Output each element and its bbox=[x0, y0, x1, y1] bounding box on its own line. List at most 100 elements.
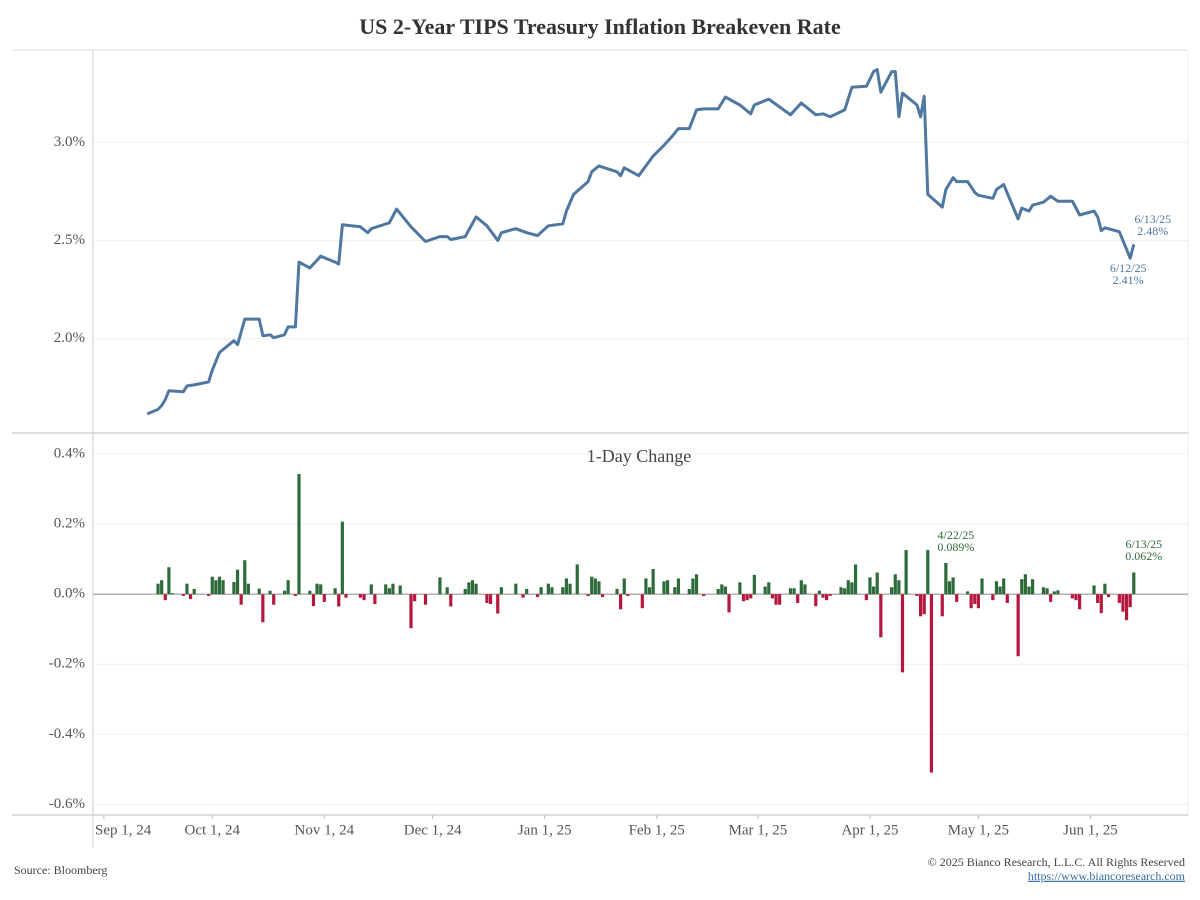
bar bbox=[940, 594, 944, 617]
bar bbox=[843, 588, 847, 595]
bar bbox=[1070, 594, 1074, 599]
bar bbox=[1077, 594, 1082, 610]
bar bbox=[853, 564, 858, 595]
bar bbox=[875, 572, 879, 595]
annotation-value: 0.089% bbox=[937, 540, 974, 554]
bar bbox=[1096, 594, 1100, 603]
bar bbox=[749, 594, 753, 599]
bar bbox=[496, 594, 500, 614]
bar bbox=[792, 588, 796, 595]
bar bbox=[745, 594, 749, 601]
bar bbox=[170, 593, 175, 595]
bar bbox=[828, 594, 832, 596]
bar bbox=[763, 586, 767, 595]
bar bbox=[741, 594, 746, 602]
bar bbox=[817, 590, 821, 595]
bar bbox=[293, 594, 297, 596]
bar bbox=[893, 574, 897, 595]
bar bbox=[163, 594, 167, 601]
bar bbox=[246, 583, 250, 595]
bar bbox=[192, 588, 196, 595]
y-tick-label: -0.4% bbox=[49, 726, 85, 742]
bar bbox=[398, 585, 402, 595]
annotation-date: 6/13/25 bbox=[1125, 537, 1162, 551]
bar bbox=[333, 588, 337, 595]
bar bbox=[474, 583, 478, 595]
bar bbox=[1002, 578, 1006, 595]
bar bbox=[488, 594, 493, 605]
bar bbox=[535, 594, 540, 598]
bar bbox=[998, 586, 1002, 595]
bar bbox=[687, 588, 691, 595]
bar bbox=[561, 587, 565, 595]
bar bbox=[344, 594, 348, 598]
bar bbox=[214, 580, 218, 595]
bar bbox=[1121, 594, 1125, 612]
bar bbox=[702, 594, 706, 596]
bar bbox=[821, 594, 825, 598]
y-tick-label: 0.0% bbox=[54, 586, 85, 602]
bar bbox=[297, 474, 301, 595]
bar bbox=[1052, 591, 1056, 595]
bar bbox=[521, 594, 525, 598]
bar bbox=[1056, 590, 1060, 595]
bar bbox=[774, 594, 778, 605]
bar bbox=[243, 560, 247, 595]
bar bbox=[362, 594, 366, 601]
url[interactable]: https://www.biancoresearch.com bbox=[1028, 869, 1186, 883]
bar bbox=[311, 594, 316, 607]
bar bbox=[257, 588, 261, 595]
bar bbox=[221, 580, 225, 595]
bar bbox=[550, 587, 554, 595]
chart-title: US 2-Year TIPS Treasury Inflation Breake… bbox=[359, 14, 841, 39]
bar bbox=[525, 588, 529, 595]
bar bbox=[235, 569, 240, 595]
annotation-date: 4/22/25 bbox=[938, 528, 975, 542]
bar bbox=[384, 584, 388, 595]
bar bbox=[814, 594, 818, 607]
bar bbox=[1027, 586, 1031, 595]
bar bbox=[846, 580, 850, 595]
x-tick-label: Feb 1, 25 bbox=[629, 822, 685, 838]
bar bbox=[391, 583, 395, 595]
bar bbox=[463, 588, 467, 595]
bar bbox=[1099, 594, 1103, 614]
y-tick-label: 2.0% bbox=[54, 330, 85, 346]
bar bbox=[918, 594, 923, 617]
bar bbox=[1103, 583, 1107, 595]
bar bbox=[1049, 594, 1053, 602]
bar bbox=[239, 594, 243, 605]
bar bbox=[926, 550, 930, 595]
bar bbox=[546, 583, 550, 595]
bar bbox=[449, 594, 453, 607]
bar bbox=[568, 583, 572, 595]
bar bbox=[1045, 588, 1049, 595]
bar bbox=[207, 594, 211, 596]
x-tick-label: Apr 1, 25 bbox=[841, 822, 898, 838]
bar bbox=[322, 594, 326, 602]
bar bbox=[1128, 594, 1132, 608]
bar bbox=[868, 577, 872, 595]
bar bbox=[626, 594, 630, 596]
bar bbox=[282, 590, 287, 595]
bar bbox=[673, 587, 677, 595]
bar bbox=[716, 588, 720, 595]
bar bbox=[676, 578, 681, 595]
bar bbox=[232, 581, 236, 595]
bar bbox=[308, 590, 312, 595]
bar bbox=[261, 594, 265, 623]
bar bbox=[850, 582, 854, 595]
bar bbox=[575, 564, 579, 595]
bar bbox=[1031, 579, 1035, 595]
x-tick-label: Mar 1, 25 bbox=[729, 822, 788, 838]
bar bbox=[788, 588, 793, 595]
bar bbox=[904, 550, 908, 595]
bar bbox=[619, 594, 623, 610]
annotation-date: 6/13/25 bbox=[1134, 212, 1171, 226]
bar bbox=[947, 581, 952, 595]
bar bbox=[976, 594, 980, 609]
bar bbox=[564, 578, 569, 595]
bar bbox=[1106, 594, 1111, 598]
bar bbox=[796, 594, 800, 603]
